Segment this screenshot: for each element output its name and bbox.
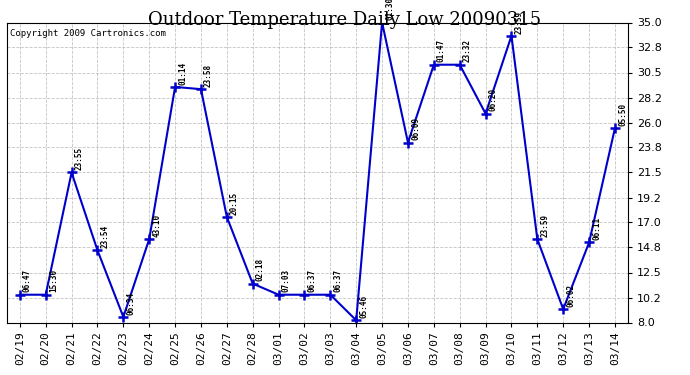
Text: 05:46: 05:46 xyxy=(359,295,368,318)
Text: 01:47: 01:47 xyxy=(437,39,446,63)
Text: 01:30: 01:30 xyxy=(385,0,394,20)
Text: 01:14: 01:14 xyxy=(178,62,187,85)
Text: 23:32: 23:32 xyxy=(463,39,472,63)
Text: 06:47: 06:47 xyxy=(23,269,32,292)
Text: 07:03: 07:03 xyxy=(282,269,290,292)
Text: 23:55: 23:55 xyxy=(75,147,83,170)
Text: 06:11: 06:11 xyxy=(592,217,601,240)
Text: 06:34: 06:34 xyxy=(126,292,135,315)
Text: 06:37: 06:37 xyxy=(308,269,317,292)
Text: 05:50: 05:50 xyxy=(618,103,627,126)
Text: 43:10: 43:10 xyxy=(152,214,161,237)
Text: 06:02: 06:02 xyxy=(566,284,575,307)
Text: 23:54: 23:54 xyxy=(101,225,110,248)
Text: 06:20: 06:20 xyxy=(489,88,497,111)
Text: 06:37: 06:37 xyxy=(333,269,342,292)
Text: 23:58: 23:58 xyxy=(204,64,213,87)
Text: 06:09: 06:09 xyxy=(411,117,420,140)
Text: Outdoor Temperature Daily Low 20090315: Outdoor Temperature Daily Low 20090315 xyxy=(148,11,542,29)
Text: 20:15: 20:15 xyxy=(230,192,239,215)
Text: 02:18: 02:18 xyxy=(256,258,265,281)
Text: 23:59: 23:59 xyxy=(515,10,524,34)
Text: Copyright 2009 Cartronics.com: Copyright 2009 Cartronics.com xyxy=(10,28,166,38)
Text: 15:30: 15:30 xyxy=(49,269,58,292)
Text: 23:59: 23:59 xyxy=(540,214,549,237)
